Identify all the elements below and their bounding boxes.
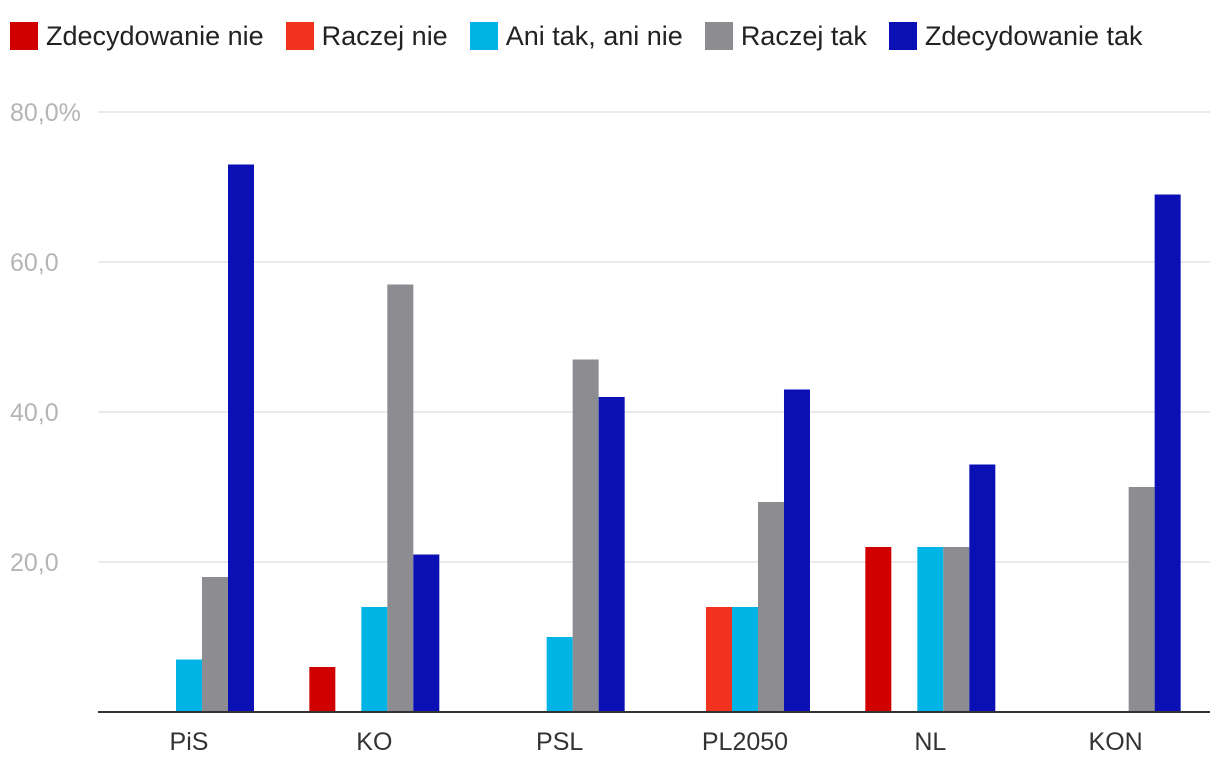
x-tick-label: PL2050 — [702, 728, 788, 756]
legend: Zdecydowanie nie Raczej nie Ani tak, ani n… — [10, 18, 1165, 54]
legend-swatch — [10, 22, 38, 50]
legend-label: Zdecydowanie tak — [924, 20, 1143, 51]
bar — [1154, 194, 1181, 712]
bar — [943, 547, 970, 712]
y-tick-label: 80,0% — [10, 99, 81, 127]
legend-item[interactable]: Zdecydowanie nie — [10, 21, 264, 52]
bar — [783, 389, 810, 712]
bar — [309, 667, 336, 712]
legend-label: Ani tak, ani nie — [505, 20, 683, 51]
bar — [546, 637, 573, 712]
x-tick-label: KO — [356, 728, 392, 756]
x-tick-label: KON — [1089, 728, 1143, 756]
legend-label: Raczej tak — [740, 20, 867, 51]
y-tick-label: 60,0 — [10, 249, 59, 277]
bar — [228, 164, 254, 712]
legend-label: Raczej nie — [321, 20, 448, 51]
legend-item[interactable]: Raczej tak — [704, 20, 867, 52]
y-tick-label: 20,0 — [10, 549, 59, 577]
bar — [387, 284, 414, 712]
bar — [361, 607, 388, 712]
bar — [705, 607, 732, 712]
x-tick-label: PiS — [170, 728, 209, 756]
bar — [176, 659, 202, 712]
legend-swatch — [285, 22, 314, 50]
bar — [1128, 487, 1155, 712]
bar — [572, 359, 599, 712]
bar — [865, 547, 892, 712]
legend-item[interactable]: Zdecydowanie tak — [888, 20, 1143, 52]
bar — [969, 464, 996, 712]
legend-item[interactable]: Raczej nie — [285, 20, 448, 52]
bar — [757, 502, 784, 712]
bar — [413, 554, 440, 712]
legend-swatch — [704, 22, 733, 50]
bar — [598, 397, 625, 712]
bar — [731, 607, 758, 712]
legend-swatch — [469, 22, 498, 50]
bar — [202, 577, 228, 712]
x-tick-label: PSL — [536, 728, 583, 756]
y-tick-label: 40,0 — [10, 399, 59, 427]
x-tick-label: NL — [914, 728, 946, 756]
legend-item[interactable]: Ani tak, ani nie — [469, 20, 683, 52]
legend-swatch — [888, 22, 917, 50]
legend-label: Zdecydowanie nie — [46, 20, 264, 51]
bar — [917, 547, 944, 712]
